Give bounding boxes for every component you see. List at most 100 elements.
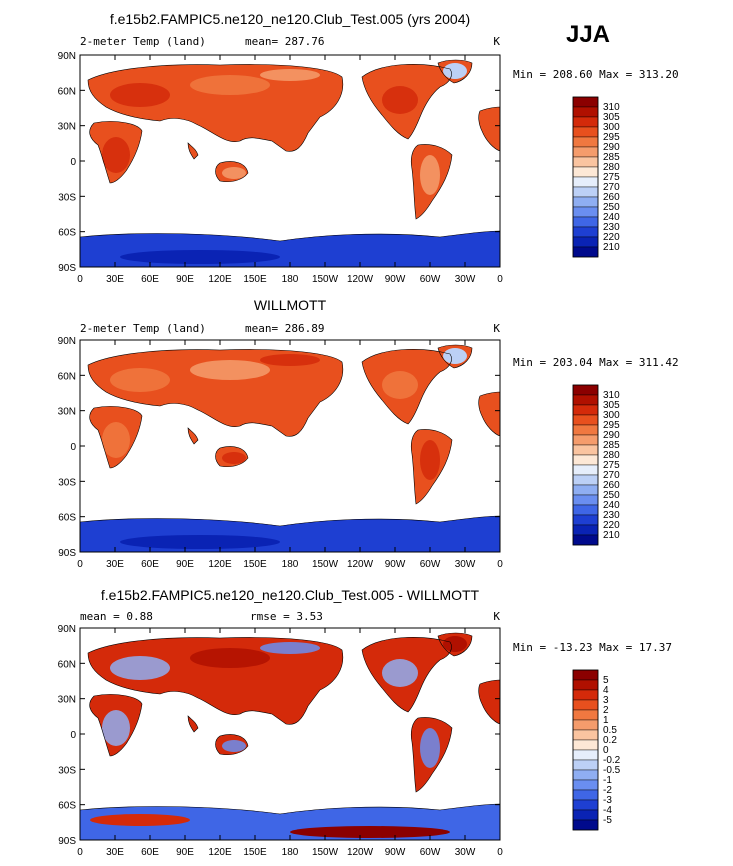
- colorbar-label: -0.5: [603, 765, 621, 776]
- x-tick-label: 30W: [455, 847, 476, 858]
- colorbar-label: 250: [603, 202, 620, 213]
- colorbar-segment: [572, 424, 599, 436]
- panel-left-label: 2-meter Temp (land): [80, 35, 206, 48]
- y-tick-label: 90S: [58, 836, 76, 847]
- colorbar-segment: [572, 246, 599, 258]
- x-tick-label: 60E: [141, 274, 159, 285]
- colorbar-label: 290: [603, 142, 620, 153]
- shade-patch: [260, 69, 320, 81]
- colorbar-label: 2: [603, 705, 609, 716]
- shade-patch: [90, 814, 190, 826]
- y-tick-label: 60N: [58, 371, 76, 382]
- colorbar-segment: [572, 699, 599, 711]
- shade-patch: [190, 360, 270, 380]
- colorbar-segment: [572, 484, 599, 496]
- colorbar-label: 305: [603, 112, 620, 123]
- colorbar-label: 300: [603, 122, 620, 133]
- x-tick-label: 30W: [455, 559, 476, 570]
- colorbar-label: 300: [603, 410, 620, 421]
- colorbar-segment: [572, 689, 599, 701]
- y-tick-label: 90S: [58, 548, 76, 559]
- colorbar-label: -1: [603, 775, 612, 786]
- colorbar-segment: [572, 146, 599, 158]
- x-tick-label: 60E: [141, 847, 159, 858]
- colorbar-label: 4: [603, 685, 609, 696]
- colorbar-segment: [572, 186, 599, 198]
- x-tick-label: 0: [77, 559, 83, 570]
- x-tick-label: 150W: [312, 274, 339, 285]
- x-tick-label: 90W: [385, 847, 406, 858]
- shade-patch: [120, 535, 280, 549]
- y-tick-label: 0: [70, 730, 76, 741]
- colorbar-segment: [572, 779, 599, 791]
- colorbar-segment: [572, 759, 599, 771]
- min-max-stats: Min = 208.60 Max = 313.20: [513, 68, 679, 81]
- colorbar-segment: [572, 809, 599, 821]
- colorbar-segment: [572, 404, 599, 416]
- colorbar-segment: [572, 96, 599, 108]
- colorbar-label: -5: [603, 815, 612, 826]
- colorbar-segment: [572, 434, 599, 446]
- colorbar-segment: [572, 679, 599, 691]
- panel-title: WILLMOTT: [254, 297, 327, 313]
- colorbar-segment: [572, 116, 599, 128]
- colorbar-label: 250: [603, 490, 620, 501]
- y-tick-label: 90S: [58, 263, 76, 274]
- shade-patch: [222, 740, 246, 752]
- colorbar-segment: [572, 719, 599, 731]
- x-tick-label: 150E: [243, 274, 267, 285]
- shade-patch: [222, 452, 246, 464]
- x-tick-label: 60W: [420, 847, 441, 858]
- colorbar-label: -4: [603, 805, 612, 816]
- colorbar-segment: [572, 166, 599, 178]
- colorbar-segment: [572, 799, 599, 811]
- colorbar-frame: [572, 669, 599, 831]
- x-tick-label: 90E: [176, 847, 194, 858]
- colorbar-label: 1: [603, 715, 609, 726]
- colorbar-label: 290: [603, 430, 620, 441]
- colorbar-label: 270: [603, 182, 620, 193]
- colorbar-segment: [572, 454, 599, 466]
- x-tick-label: 60W: [420, 559, 441, 570]
- colorbar-label: 260: [603, 192, 620, 203]
- panel-center-label: mean= 286.89: [245, 322, 324, 335]
- x-tick-label: 0: [497, 847, 503, 858]
- y-tick-label: 30N: [58, 122, 76, 133]
- panel-units-label: K: [493, 35, 500, 48]
- colorbar-segment: [572, 819, 599, 831]
- colorbar-segment: [572, 206, 599, 218]
- y-tick-label: 90N: [58, 51, 76, 62]
- y-tick-label: 60N: [58, 659, 76, 670]
- greenland-area: [443, 63, 467, 79]
- map-panel: WILLMOTT 2-meter Temp (land) mean= 286.89 K…: [58, 297, 679, 570]
- greenland-area: [443, 348, 467, 364]
- colorbar-segment: [572, 504, 599, 516]
- x-tick-label: 60W: [420, 274, 441, 285]
- colorbar-label: 210: [603, 242, 620, 253]
- greenland-area: [443, 636, 467, 652]
- colorbar-segment: [572, 414, 599, 426]
- panel-center-label: mean= 287.76: [245, 35, 324, 48]
- x-tick-label: 30E: [106, 274, 124, 285]
- colorbar-label: 310: [603, 102, 620, 113]
- colorbar-segment: [572, 136, 599, 148]
- colorbar-segment: [572, 226, 599, 238]
- colorbar-label: 240: [603, 212, 620, 223]
- colorbar-label: 230: [603, 510, 620, 521]
- colorbar-label: -2: [603, 785, 612, 796]
- shade-patch: [120, 250, 280, 264]
- x-tick-label: 120W: [347, 559, 374, 570]
- x-tick-label: 0: [77, 274, 83, 285]
- colorbar-label: 3: [603, 695, 609, 706]
- panel-units-label: K: [493, 610, 500, 623]
- shade-patch: [420, 728, 440, 768]
- y-tick-label: 90N: [58, 624, 76, 635]
- x-tick-label: 90W: [385, 274, 406, 285]
- min-max-stats: Min = -13.23 Max = 17.37: [513, 641, 672, 654]
- shade-patch: [420, 155, 440, 195]
- colorbar-label: 5: [603, 675, 609, 686]
- x-tick-label: 180: [282, 559, 299, 570]
- colorbar-segment: [572, 464, 599, 476]
- colorbar-segment: [572, 494, 599, 506]
- x-tick-label: 90E: [176, 559, 194, 570]
